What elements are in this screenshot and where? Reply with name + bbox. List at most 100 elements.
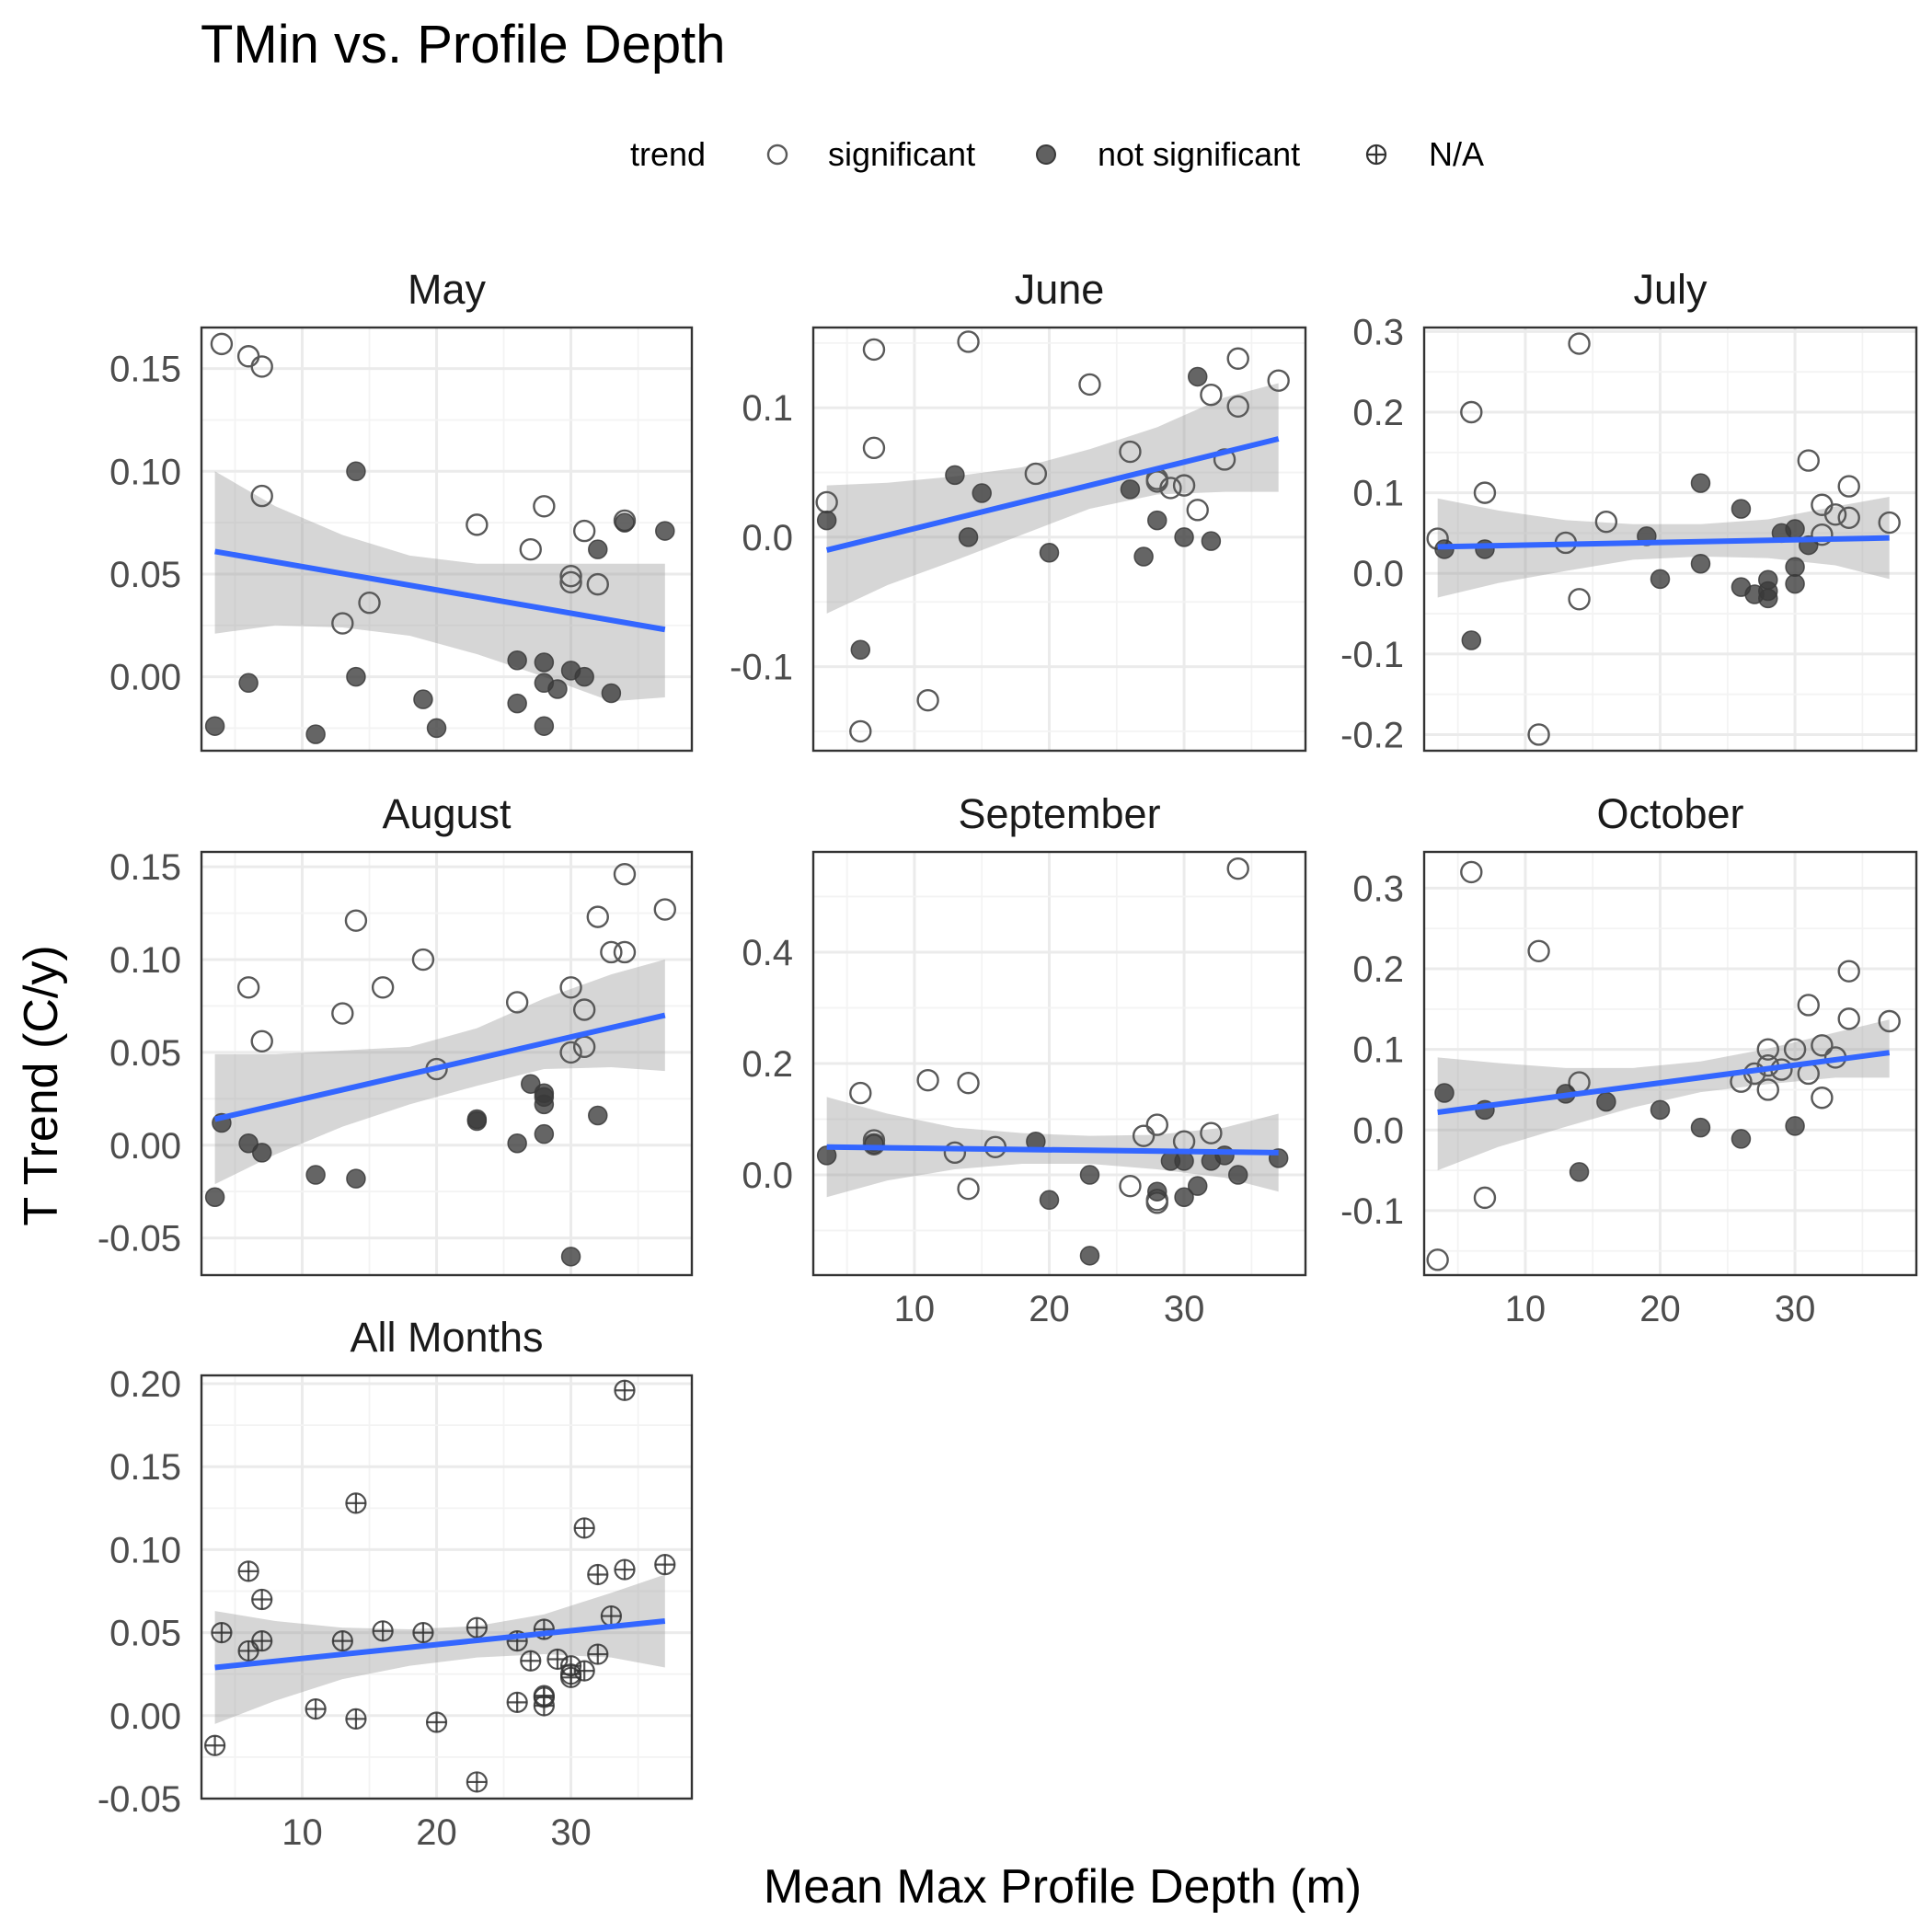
point-not-significant-may [655, 521, 675, 541]
legend-key-not-significant [1036, 144, 1056, 165]
confidence-band-september [826, 1097, 1279, 1198]
y-tick-label: 0.05 [109, 1033, 181, 1074]
point-significant-august [236, 976, 260, 999]
point-significant-may [559, 564, 582, 588]
point-not-significant-september [816, 1145, 837, 1166]
fit-line-may [214, 548, 666, 633]
legend-label-not-significant: not significant [1098, 135, 1300, 173]
point-n-a-all-months [251, 1630, 273, 1652]
point-not-significant-may [574, 666, 594, 687]
point-not-significant-june [850, 639, 871, 661]
panel-frame-july [1422, 326, 1918, 753]
panel-frame-september [811, 850, 1307, 1277]
fit-line-june [825, 436, 1280, 553]
point-significant-october [1527, 939, 1550, 962]
y-tick-label: 0.2 [1352, 393, 1404, 433]
panel-title-all-months: All Months [350, 1314, 543, 1361]
point-significant-august [411, 948, 435, 972]
y-tick-label: -0.2 [1340, 715, 1404, 755]
point-significant-july [1473, 481, 1497, 504]
point-not-significant-october [1596, 1091, 1616, 1112]
fit-line-september [826, 1144, 1279, 1156]
point-n-a-all-months [466, 1771, 488, 1793]
point-significant-may [236, 345, 260, 368]
point-significant-august [559, 976, 582, 999]
point-significant-may [466, 513, 489, 536]
x-tick-label: 20 [1639, 1289, 1681, 1329]
point-significant-october [1837, 960, 1860, 983]
confidence-band-august [214, 960, 665, 1185]
point-not-significant-october [1434, 1083, 1455, 1103]
legend-title: trend [630, 135, 706, 173]
y-tick-label: 0.15 [109, 847, 181, 888]
panel-grid: May 0.00 0.05 0.10 0.15 June -0.1 0.0 0.1 July -0.… [98, 266, 1918, 1853]
point-significant-june [1119, 440, 1142, 464]
y-tick-label: 0.15 [109, 1447, 181, 1488]
point-n-a-all-months [305, 1697, 327, 1720]
point-significant-august [250, 1029, 273, 1052]
point-significant-june [862, 436, 886, 460]
y-tick-label: 0.1 [1352, 1030, 1404, 1071]
confidence-band-july [1437, 497, 1890, 598]
x-tick-label: 10 [282, 1812, 323, 1853]
y-tick-label: 0.1 [742, 388, 793, 429]
point-not-significant-june [1147, 510, 1167, 531]
point-significant-september [1226, 857, 1249, 880]
y-tick-label: 0.00 [109, 1696, 181, 1737]
panel-title-june: June [1015, 266, 1105, 313]
point-not-significant-september [1079, 1165, 1100, 1185]
y-tick-label: 0.0 [1352, 1110, 1404, 1151]
panel-august: August -0.05 0.00 0.05 0.10 0.15 [98, 790, 694, 1277]
y-tick-label: 0.00 [109, 1126, 181, 1167]
point-not-significant-july [1785, 557, 1805, 577]
point-not-significant-september [1079, 1246, 1100, 1266]
y-tick-label: 0.10 [109, 940, 181, 981]
point-not-significant-july [1785, 519, 1805, 539]
point-not-significant-june [816, 510, 837, 531]
point-not-significant-june [1120, 479, 1141, 500]
point-significant-august [600, 940, 623, 964]
point-significant-october [1783, 1038, 1807, 1061]
point-not-significant-august [305, 1165, 326, 1185]
point-not-significant-may [534, 652, 555, 673]
point-not-significant-july [1461, 630, 1482, 650]
x-axis-label: Mean Max Profile Depth (m) [764, 1860, 1362, 1914]
point-n-a-all-months [372, 1620, 394, 1642]
point-significant-september [849, 1081, 872, 1105]
point-not-significant-august [588, 1105, 608, 1126]
point-n-a-all-months [573, 1660, 595, 1682]
point-significant-august [559, 1041, 582, 1064]
point-significant-may [586, 572, 609, 596]
point-n-a-all-months [211, 1622, 233, 1644]
panel-july: July -0.2 -0.1 0.0 0.1 0.2 0.3 [1340, 266, 1918, 755]
legend-key-na [1365, 144, 1387, 166]
confidence-band-june [826, 383, 1279, 614]
point-not-significant-june [1201, 531, 1222, 551]
point-significant-october [1837, 1007, 1860, 1030]
y-tick-label: 0.2 [742, 1044, 793, 1085]
point-significant-september [943, 1141, 967, 1165]
panel-title-may: May [408, 266, 487, 313]
point-not-significant-june [1039, 543, 1060, 563]
x-tick-label: 30 [1164, 1289, 1205, 1329]
legend-key-significant [766, 144, 788, 166]
y-tick-label: 0.3 [1352, 868, 1404, 909]
point-n-a-all-months [425, 1711, 448, 1733]
y-tick-label: 0.10 [109, 1530, 181, 1570]
legend-label-significant: significant [828, 135, 975, 173]
point-n-a-all-months [412, 1622, 434, 1644]
point-significant-august [505, 991, 529, 1014]
point-n-a-all-months [600, 1604, 622, 1627]
y-tick-label: -0.1 [730, 648, 793, 688]
point-significant-august [613, 863, 637, 886]
panel-all-months: All Months -0.05 0.00 0.05 0.10 0.15 0.20 10 20 3… [98, 1314, 694, 1853]
point-significant-october [1811, 1087, 1834, 1110]
point-n-a-all-months [466, 1616, 488, 1639]
point-significant-july [1837, 506, 1860, 529]
point-not-significant-may [588, 539, 608, 559]
point-significant-july [1594, 510, 1618, 534]
point-not-significant-october [1731, 1129, 1752, 1149]
point-not-significant-october [1690, 1117, 1711, 1138]
point-significant-may [533, 495, 556, 518]
